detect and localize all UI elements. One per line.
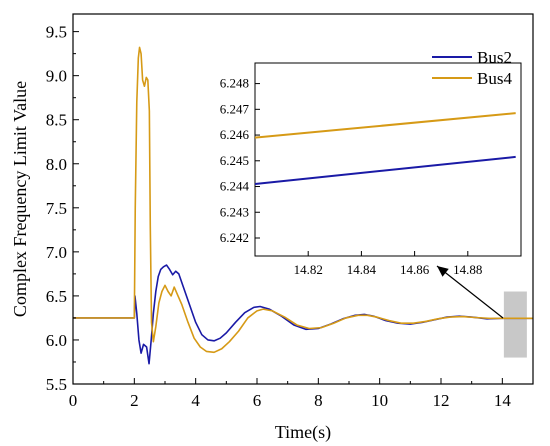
x-axis-label: Time(s): [275, 422, 331, 443]
x-tick-label: 2: [130, 391, 139, 410]
y-tick-label: 6.5: [46, 287, 67, 306]
y-tick-label: 5.5: [46, 375, 67, 394]
y-tick-label: 9.0: [46, 67, 67, 86]
plot-frame: [72, 13, 534, 385]
y-tick-label: 8.5: [46, 111, 67, 130]
x-tick-label: 12: [433, 391, 450, 410]
inset-x-tick-label: 14.82: [294, 262, 323, 277]
inset-frame: [254, 62, 522, 257]
inset-x-tick-label: 14.84: [347, 262, 377, 277]
inset-y-tick-label: 6.247: [220, 101, 250, 116]
y-tick-label: 9.5: [46, 23, 67, 42]
inset-series-line-bus2: [254, 155, 516, 185]
inset-y-tick-label: 6.242: [220, 230, 249, 245]
zoom-arrow: [436, 265, 504, 319]
series-line-bus2: [73, 264, 533, 365]
x-tick-label: 6: [253, 391, 262, 410]
x-tick-label: 4: [191, 391, 200, 410]
y-tick-label: 7.5: [46, 199, 67, 218]
inset-series-line-bus4: [254, 112, 516, 139]
inset-y-tick-label: 6.243: [220, 204, 249, 219]
inset-y-tick-label: 6.244: [220, 179, 250, 194]
y-tick-label: 6.0: [46, 331, 67, 350]
y-axis-label: Complex Frequency Limit Value: [10, 81, 30, 317]
inset-plot: 14.82 14.84 14.86 14.88 6.242 6.243 6.244 6.245…: [220, 62, 522, 319]
legend-label-bus4: Bus4: [477, 69, 512, 88]
y-tick-label: 7.0: [46, 243, 67, 262]
inset-y-tick-label: 6.245: [220, 153, 249, 168]
x-tick-label: 8: [314, 391, 323, 410]
x-tick-label: 14: [494, 391, 512, 410]
zoom-highlight-region: [503, 291, 527, 358]
zoom-arrow-head: [437, 266, 449, 277]
y-tick-label: 8.0: [46, 155, 67, 174]
inset-y-tick-label: 6.246: [220, 127, 250, 142]
inset-y-tick-label: 6.248: [220, 76, 249, 91]
legend-label-bus2: Bus2: [477, 48, 512, 67]
inset-x-tick-label: 14.86: [400, 262, 430, 277]
series-line-bus4: [73, 46, 533, 354]
x-tick-label: 0: [69, 391, 78, 410]
main-plot: 0 2 4 6 8 10 12 14 5.5 6.0 6.5 7.0 7.5 8.0 8.5 9.0 9.5 Ti…: [10, 13, 534, 443]
x-tick-label: 10: [371, 391, 388, 410]
legend: Bus2 Bus4: [432, 48, 512, 88]
inset-x-tick-label: 14.88: [453, 262, 482, 277]
